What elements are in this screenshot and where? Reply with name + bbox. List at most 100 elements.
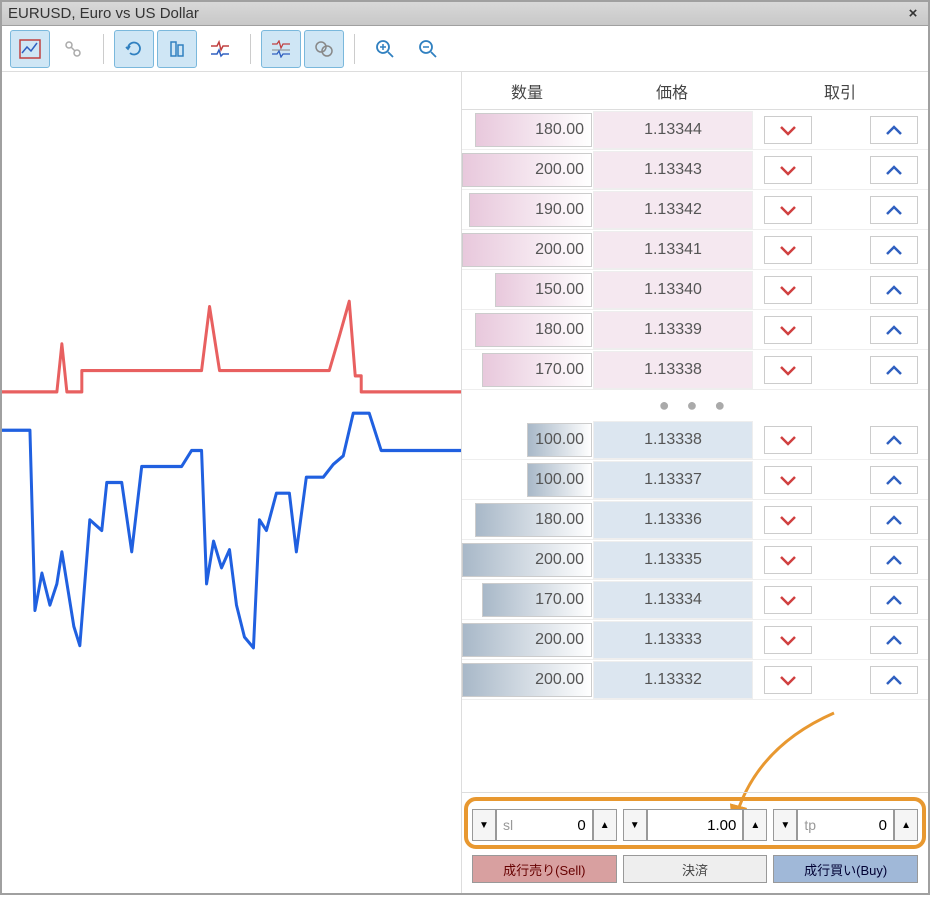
buy-button[interactable] <box>870 626 918 654</box>
trade-cell <box>754 466 928 494</box>
close-position-button[interactable]: 決済 <box>623 855 768 883</box>
buy-button[interactable] <box>870 316 918 344</box>
close-button[interactable]: × <box>904 5 922 23</box>
depth-of-market: 数量 価格 取引 180.00 1.13344 200.00 1.13343 <box>462 72 928 893</box>
depth-icon <box>167 39 187 59</box>
buy-button[interactable] <box>870 546 918 574</box>
sell-button[interactable] <box>764 506 812 534</box>
trade-cell <box>754 666 928 694</box>
buy-button[interactable] <box>870 666 918 694</box>
buy-button[interactable] <box>870 506 918 534</box>
sl-input[interactable]: sl0 <box>496 809 593 841</box>
sell-button[interactable] <box>764 116 812 144</box>
sell-button[interactable] <box>764 156 812 184</box>
lot-spinner[interactable]: ▼ 1.00 ▲ <box>623 809 768 841</box>
buy-button[interactable] <box>870 236 918 264</box>
main-area: 数量 価格 取引 180.00 1.13344 200.00 1.13343 <box>2 72 928 893</box>
depth-button[interactable] <box>157 30 197 68</box>
tp-increase[interactable]: ▲ <box>894 809 918 841</box>
sl-spinner[interactable]: ▼ sl0 ▲ <box>472 809 617 841</box>
buy-button[interactable] <box>870 586 918 614</box>
trading-window: EURUSD, Euro vs US Dollar × <box>0 0 930 895</box>
dom-bid-row: 200.00 1.13333 <box>462 620 928 660</box>
sell-button[interactable] <box>764 316 812 344</box>
buy-button[interactable] <box>870 156 918 184</box>
chart-svg <box>2 72 461 893</box>
chart-icon <box>19 39 41 59</box>
buy-button[interactable] <box>870 196 918 224</box>
zoom-in-button[interactable] <box>365 30 405 68</box>
sell-button[interactable] <box>764 236 812 264</box>
zoom-out-button[interactable] <box>408 30 448 68</box>
sell-button[interactable] <box>764 666 812 694</box>
price-cell: 1.13332 <box>593 661 753 699</box>
tp-decrease[interactable]: ▼ <box>773 809 797 841</box>
chart-mode-button[interactable] <box>10 30 50 68</box>
dom-bid-row: 180.00 1.13336 <box>462 500 928 540</box>
sell-button[interactable]: 成行売り(Sell) <box>472 855 617 883</box>
price-cell: 1.13333 <box>593 621 753 659</box>
dom-bid-row: 100.00 1.13337 <box>462 460 928 500</box>
sell-button[interactable] <box>764 356 812 384</box>
qty-cell: 170.00 <box>462 351 592 389</box>
trade-cell <box>754 546 928 574</box>
dom-ask-row: 150.00 1.13340 <box>462 270 928 310</box>
sell-button[interactable] <box>764 626 812 654</box>
price-cell: 1.13338 <box>593 421 753 459</box>
sell-button[interactable] <box>764 276 812 304</box>
trade-cell <box>754 316 928 344</box>
trade-cell <box>754 236 928 264</box>
price-cell: 1.13343 <box>593 151 753 189</box>
link-button[interactable] <box>53 30 93 68</box>
tp-input[interactable]: tp0 <box>797 809 894 841</box>
buy-button[interactable]: 成行買い(Buy) <box>773 855 918 883</box>
qty-cell: 200.00 <box>462 231 592 269</box>
sell-button[interactable] <box>764 546 812 574</box>
dom-header: 数量 価格 取引 <box>462 72 928 110</box>
circles-icon <box>314 40 334 58</box>
lot-increase[interactable]: ▲ <box>743 809 767 841</box>
trade-cell <box>754 426 928 454</box>
lot-input[interactable]: 1.00 <box>647 809 744 841</box>
dom-ask-row: 180.00 1.13339 <box>462 310 928 350</box>
qty-cell: 100.00 <box>462 421 592 459</box>
trade-cell <box>754 116 928 144</box>
tp-spinner[interactable]: ▼ tp0 ▲ <box>773 809 918 841</box>
price-cell: 1.13334 <box>593 581 753 619</box>
sell-button[interactable] <box>764 466 812 494</box>
qty-cell: 190.00 <box>462 191 592 229</box>
trade-cell <box>754 156 928 184</box>
dom-bid-row: 200.00 1.13335 <box>462 540 928 580</box>
price-cell: 1.13341 <box>593 231 753 269</box>
spread-button[interactable] <box>261 30 301 68</box>
qty-cell: 180.00 <box>462 111 592 149</box>
refresh-button[interactable] <box>114 30 154 68</box>
buy-button[interactable] <box>870 276 918 304</box>
trade-cell <box>754 626 928 654</box>
link-icon <box>63 39 83 59</box>
price-cell: 1.13340 <box>593 271 753 309</box>
qty-cell: 150.00 <box>462 271 592 309</box>
buy-button[interactable] <box>870 426 918 454</box>
buy-button[interactable] <box>870 356 918 384</box>
dom-ask-row: 180.00 1.13344 <box>462 110 928 150</box>
circles-button[interactable] <box>304 30 344 68</box>
sl-decrease[interactable]: ▼ <box>472 809 496 841</box>
tick-button[interactable] <box>200 30 240 68</box>
buy-button[interactable] <box>870 466 918 494</box>
sell-button[interactable] <box>764 196 812 224</box>
sell-button[interactable] <box>764 586 812 614</box>
trade-cell <box>754 586 928 614</box>
dom-ask-row: 170.00 1.13338 <box>462 350 928 390</box>
zoom-in-icon <box>375 39 395 59</box>
qty-cell: 180.00 <box>462 501 592 539</box>
sl-increase[interactable]: ▲ <box>593 809 617 841</box>
lot-decrease[interactable]: ▼ <box>623 809 647 841</box>
trade-cell <box>754 356 928 384</box>
trade-cell <box>754 196 928 224</box>
buy-button[interactable] <box>870 116 918 144</box>
price-cell: 1.13337 <box>593 461 753 499</box>
trade-cell <box>754 276 928 304</box>
sell-button[interactable] <box>764 426 812 454</box>
window-title: EURUSD, Euro vs US Dollar <box>8 5 904 22</box>
